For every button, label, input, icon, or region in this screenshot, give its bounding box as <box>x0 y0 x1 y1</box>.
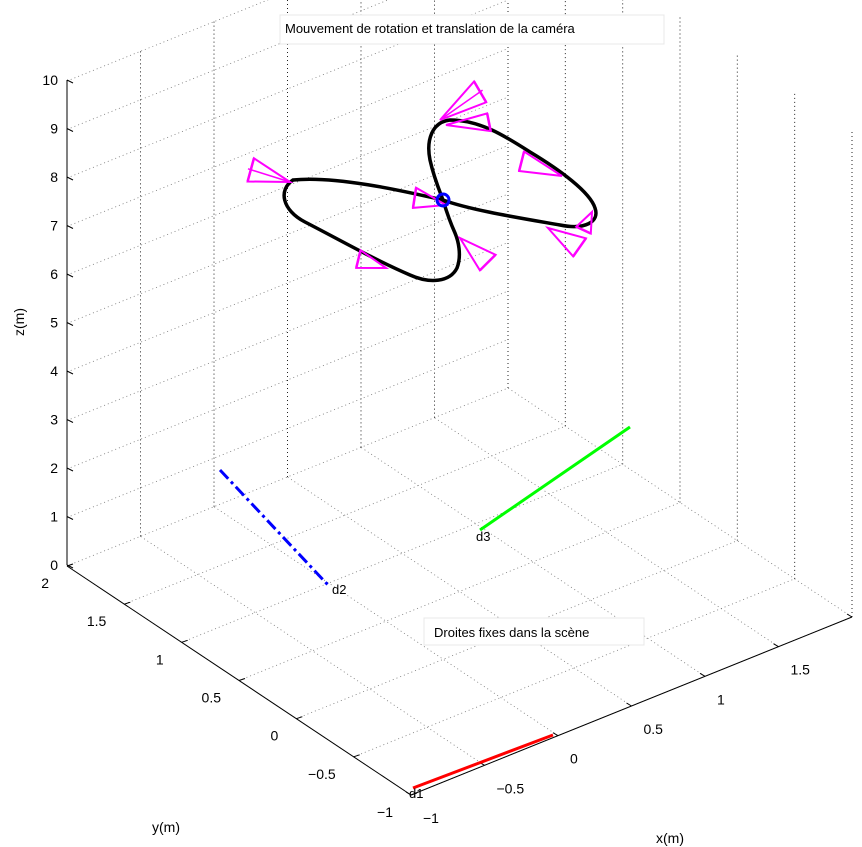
trajectory <box>282 118 598 283</box>
y-ticks: −1 −0.5 0 0.5 1 1.5 2 <box>41 563 418 820</box>
camera-pose <box>545 226 588 259</box>
grid-line <box>181 463 623 643</box>
chart-title: Mouvement de rotation et translation de … <box>285 21 576 36</box>
x-tick-label: 0 <box>570 751 578 767</box>
grid-line <box>66 242 509 421</box>
z-tick-mark <box>66 516 74 520</box>
camera-pose <box>411 186 450 210</box>
x-tick-label: 1.5 <box>791 662 811 678</box>
y-tick-mark <box>410 792 418 796</box>
z-tick-label: 9 <box>50 121 58 137</box>
z-tick-mark <box>66 79 74 84</box>
z-tick-label: 5 <box>50 315 58 331</box>
x-tick-mark <box>846 613 853 618</box>
z-tick-mark <box>66 176 74 181</box>
y-tick-label: −0.5 <box>308 766 336 782</box>
y-tick-mark <box>353 754 360 758</box>
grid-line <box>66 48 509 227</box>
grid-line <box>213 506 559 736</box>
grid-line <box>140 536 485 766</box>
grid-line <box>360 447 706 677</box>
y-tick-label: 0.5 <box>202 690 222 706</box>
grid-line <box>287 476 632 707</box>
z-tick-label: 3 <box>50 412 58 428</box>
y-tick-mark <box>66 563 74 567</box>
z-tick-mark <box>66 225 74 229</box>
grid-line <box>66 339 509 518</box>
x-tick-label: 1 <box>717 691 725 707</box>
z-tick-mark <box>66 128 74 132</box>
y-tick-mark <box>296 716 303 720</box>
camera-pose <box>574 209 594 236</box>
z-tick-mark <box>66 370 74 375</box>
trajectory-right-loop <box>427 118 598 229</box>
line-d1 <box>412 733 554 790</box>
grid-line <box>124 425 566 605</box>
label-d1: d1 <box>409 786 423 801</box>
z-tick-mark <box>66 467 74 472</box>
chart-axes <box>66 80 853 796</box>
line-d2 <box>218 468 330 587</box>
x-tick-mark <box>626 702 632 707</box>
y-tick-mark <box>181 639 188 643</box>
x-tick-label: 0.5 <box>644 721 664 737</box>
x-tick-label: −0.5 <box>497 780 525 796</box>
x-tick-label: −1 <box>423 810 439 826</box>
grid-line <box>66 193 509 373</box>
annotation-text: Droites fixes dans la scène <box>434 625 589 640</box>
x-tick-mark <box>699 672 706 677</box>
z-tick-label: 7 <box>50 218 58 234</box>
label-d3: d3 <box>476 529 490 544</box>
y-axis-label: y(m) <box>152 819 180 835</box>
x-ticks: −1−0.500.511.52 <box>405 613 853 826</box>
line-d3 <box>479 425 631 532</box>
z-tick-label: 4 <box>50 363 58 379</box>
y-tick-label: 1 <box>156 651 164 667</box>
grid-line <box>66 290 509 470</box>
camera-pose <box>246 156 294 184</box>
z-tick-label: 1 <box>50 509 58 525</box>
annotation-background <box>423 617 645 646</box>
y-tick-mark <box>124 601 131 605</box>
x-tick-mark <box>773 643 779 648</box>
label-d2: d2 <box>332 582 346 597</box>
grid-line <box>296 540 738 720</box>
grid-line <box>238 502 681 681</box>
title-background <box>279 14 665 45</box>
x-axis-label: x(m) <box>656 830 684 846</box>
x-tick-mark <box>405 791 412 796</box>
camera-pose <box>439 79 488 121</box>
z-tick-label: 2 <box>50 460 58 476</box>
camera-pose <box>445 112 492 133</box>
y-tick-label: 0 <box>271 728 279 744</box>
y-tick-label: 1.5 <box>87 613 107 629</box>
z-axis-label: z(m) <box>11 308 27 336</box>
y-tick-mark <box>238 678 246 681</box>
z-tick-label: 6 <box>50 266 58 282</box>
z-tick-label: 10 <box>42 72 58 88</box>
z-ticks: 0 1 2 3 4 5 6 7 8 9 10 <box>42 72 74 573</box>
camera-pose <box>517 149 563 177</box>
y-tick-label: 2 <box>41 575 49 591</box>
start-marker <box>435 192 451 208</box>
z-tick-mark <box>66 273 74 278</box>
y-tick-label: −1 <box>377 804 393 820</box>
z-tick-mark <box>66 419 74 423</box>
z-tick-mark <box>66 322 74 326</box>
z-tick-label: 0 <box>50 557 58 573</box>
camera-pose <box>457 235 498 272</box>
z-tick-label: 8 <box>50 169 58 185</box>
x-tick-mark <box>552 732 559 737</box>
trajectory-left-loop <box>282 177 462 283</box>
camera-poses <box>246 79 594 272</box>
grid-line <box>353 578 795 758</box>
camera-pose <box>354 248 390 270</box>
